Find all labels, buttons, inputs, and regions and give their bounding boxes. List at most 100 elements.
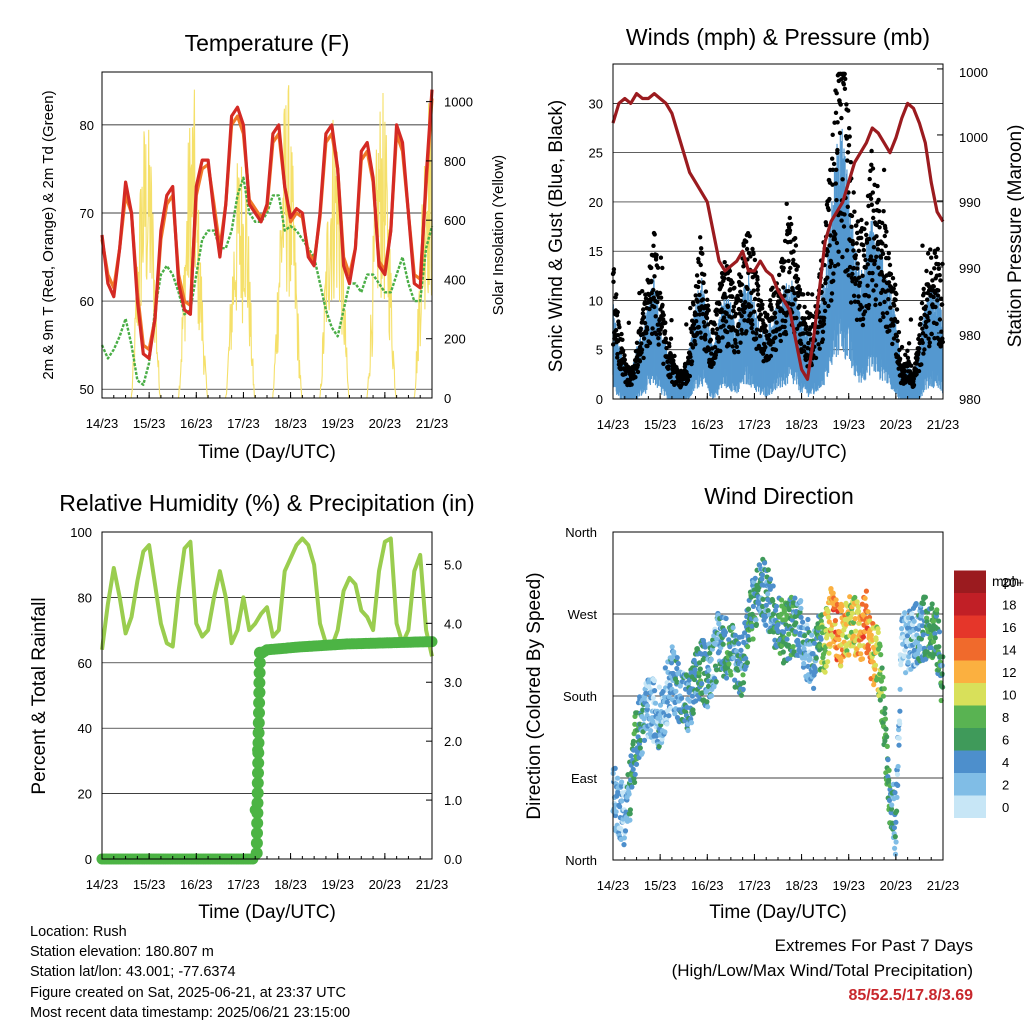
extremes-values: 85/52.5/17.8/3.69 [848, 987, 973, 1004]
wind-gust-point [934, 321, 939, 326]
wind-gust-point [822, 300, 828, 306]
colorbar-swatch [954, 683, 986, 706]
direction-point [736, 641, 742, 647]
direction-point [696, 660, 703, 666]
wind-gust-point [750, 330, 756, 335]
location-text: Location: Rush [30, 924, 127, 940]
wind-gust-point [838, 102, 843, 107]
direction-point [801, 660, 807, 667]
colorbar-swatch [954, 615, 986, 638]
wind-gust-point [938, 296, 944, 301]
wind-gust-point [645, 343, 650, 349]
direction-point [778, 597, 785, 603]
wind-gust-point [851, 190, 856, 195]
wind-gust-point [637, 359, 643, 364]
direction-point [723, 675, 730, 681]
wind-gust-point [921, 351, 926, 356]
direction-point [801, 646, 807, 652]
direction-point [630, 738, 637, 745]
wind-gust-point [888, 305, 893, 310]
wind-gust-point [861, 253, 867, 258]
wind-gust-point [915, 356, 920, 361]
direction-point [759, 572, 766, 578]
direction-point [847, 594, 853, 600]
wind-gust-point [842, 71, 847, 77]
wind-gust-point [868, 196, 874, 201]
wind-gust-point [763, 344, 768, 350]
wind-gust-point [793, 273, 799, 278]
direction-point [627, 817, 633, 823]
wind-gust-point [853, 281, 858, 287]
wind-gust-point [787, 215, 792, 221]
wind-gust-point [876, 208, 882, 214]
pressure-line [611, 91, 945, 381]
pressure-y-label: Station Pressure (Maroon) [1005, 125, 1024, 348]
colorbar-swatch [954, 773, 986, 796]
rain-point [250, 837, 263, 850]
wind-gust-point [770, 339, 776, 345]
wind-gust-point [905, 348, 910, 353]
wind-gust-point [726, 343, 731, 348]
direction-point [911, 647, 918, 653]
direction-point [854, 599, 860, 605]
direction-x-tick-label: 19/23 [832, 878, 865, 893]
wind-gust-point [801, 292, 806, 297]
direction-point [844, 648, 850, 654]
direction-point [752, 575, 758, 581]
wind-gust-point [773, 310, 778, 316]
wind-gust-point [835, 262, 841, 267]
wind-gust-point [854, 223, 859, 228]
direction-point [750, 603, 757, 610]
direction-y-tick-label: South [563, 689, 597, 704]
temperature-x-tick-label: 17/23 [227, 416, 260, 431]
direction-point [756, 562, 763, 568]
direction-point [896, 735, 902, 741]
direction-point [745, 644, 751, 650]
direction-point [825, 608, 831, 615]
direction-point [838, 663, 844, 669]
colorbar-swatch [954, 593, 986, 616]
wind-gust-point [644, 330, 649, 336]
wind-gust-point [837, 130, 843, 136]
direction-point [913, 601, 919, 607]
wind-gust-point [694, 312, 699, 317]
wind-gust-point [862, 226, 867, 232]
direction-point [934, 607, 940, 613]
wind-gust-point [886, 256, 891, 261]
humidity-x-tick-label: 18/23 [274, 877, 307, 892]
direction-point [618, 783, 625, 789]
wind-gust-point [663, 336, 668, 341]
wind-gust-point [866, 302, 872, 308]
direction-point [930, 639, 937, 645]
wind-gust-point [891, 336, 897, 341]
direction-point [723, 615, 729, 622]
wind-gust-point [911, 376, 916, 381]
winds-x-tick-label: 17/23 [738, 417, 771, 432]
wind-gust-point [795, 276, 801, 282]
wind-gust-point [658, 255, 664, 260]
direction-point [622, 828, 629, 834]
wind-gust-point [700, 297, 706, 302]
wind-gust-point [791, 257, 796, 263]
direction-point [825, 659, 831, 665]
wind-gust-point [871, 215, 876, 221]
direction-point [720, 641, 726, 647]
wind-gust-point [826, 207, 831, 213]
wind-gust-point [782, 259, 787, 264]
wind-gust-point [667, 344, 672, 349]
humidity-y-tick-label: 40 [78, 721, 92, 736]
direction-point [739, 634, 745, 640]
rain-y-tick-label: 0.0 [444, 852, 462, 867]
wind-gust-point [790, 302, 796, 307]
winds-panel: Winds (mph) & Pressure (mb) 0 5 10 15 20 25 30… [546, 24, 1024, 463]
temp-2m-line [100, 89, 434, 360]
wind-gust-point [734, 344, 739, 349]
wind-gust-point [748, 311, 753, 316]
wind-gust-point [891, 323, 896, 328]
wind-gust-point [652, 232, 657, 237]
direction-point [627, 811, 633, 817]
wind-gust-point [872, 261, 877, 267]
wind-gust-point [895, 319, 900, 324]
wind-gust-point [906, 341, 912, 346]
direction-point [765, 591, 771, 597]
